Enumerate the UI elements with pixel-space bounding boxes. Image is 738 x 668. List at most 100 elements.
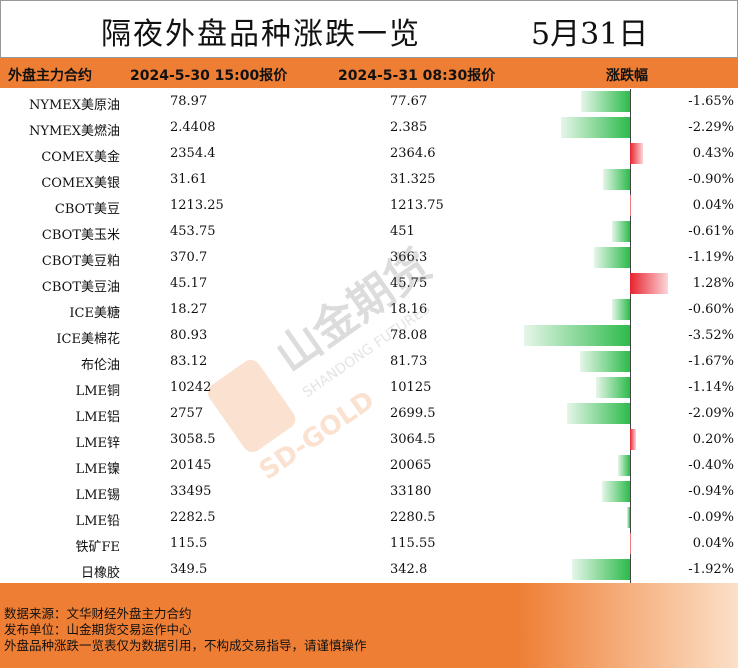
change-label: 0.43% <box>692 146 734 161</box>
change-bar <box>611 221 630 242</box>
change-bar <box>630 195 632 216</box>
change-label: -2.29% <box>688 120 734 135</box>
contract-name: 日橡胶 <box>80 566 120 581</box>
contract-name: LME铜 <box>75 384 120 399</box>
table-row: LME铅 2282.5 2280.5 -0.09% <box>0 505 738 531</box>
contract-name: CBOT美玉米 <box>41 228 120 243</box>
prev-quote: 80.93 <box>170 328 208 343</box>
footer: 数据来源：文华财经外盘主力合约 发布单位：山金期货交易运作中心 外盘品种涨跌一览… <box>0 583 738 668</box>
footer-publisher: 发布单位：山金期货交易运作中心 <box>4 622 192 637</box>
contract-name: NYMEX美原油 <box>28 98 120 113</box>
prev-quote: 3058.5 <box>170 432 216 447</box>
table-row: LME铜 10242 10125 -1.14% <box>0 375 738 401</box>
change-label: -0.61% <box>688 224 734 239</box>
table-row: ICE美棉花 80.93 78.08 -3.52% <box>0 323 738 349</box>
cur-quote: 2699.5 <box>390 406 436 421</box>
table-row: CBOT美豆油 45.17 45.75 1.28% <box>0 271 738 297</box>
change-bar <box>627 507 630 528</box>
change-label: -0.94% <box>688 484 734 499</box>
change-bar <box>630 273 669 294</box>
table-row: 铁矿FE 115.5 115.55 0.04% <box>0 531 738 557</box>
change-bar <box>572 559 630 580</box>
header-prev-quote: 2024-5-30 15:00报价 <box>130 68 288 84</box>
change-label: -3.52% <box>688 328 734 343</box>
prev-quote: 1213.25 <box>170 198 224 213</box>
change-bar <box>630 533 632 554</box>
change-label: 0.04% <box>692 198 734 213</box>
contract-name: LME锌 <box>75 436 120 451</box>
change-bar <box>595 377 630 398</box>
header-contract: 外盘主力合约 <box>8 68 92 84</box>
footer-disclaimer: 外盘品种涨跌一览表仅为数据引用，不构成交易指导，请谨慎操作 <box>4 638 367 653</box>
title-bar: 隔夜外盘品种涨跌一览 5月31日 <box>0 0 738 58</box>
table-body: NYMEX美原油 78.97 77.67 -1.65% NYMEX美燃油 2.4408 2.… <box>0 89 738 583</box>
footer-source: 数据来源：文华财经外盘主力合约 <box>4 606 192 621</box>
prev-quote: 2.4408 <box>170 120 216 135</box>
change-bar <box>603 169 630 190</box>
table-row: 日橡胶 349.5 342.8 -1.92% <box>0 557 738 583</box>
cur-quote: 115.55 <box>390 536 436 551</box>
change-label: -0.60% <box>688 302 734 317</box>
contract-name: LME锡 <box>75 488 120 503</box>
contract-name: ICE美糖 <box>69 306 120 321</box>
prev-quote: 78.97 <box>170 94 208 109</box>
change-bar <box>579 351 630 372</box>
report-date: 5月31日 <box>531 17 649 52</box>
contract-name: COMEX美金 <box>41 150 120 165</box>
cur-quote: 366.3 <box>390 250 428 265</box>
prev-quote: 2757 <box>170 406 204 421</box>
prev-quote: 83.12 <box>170 354 208 369</box>
change-label: -1.19% <box>688 250 734 265</box>
change-label: -1.92% <box>688 562 734 577</box>
cur-quote: 3064.5 <box>390 432 436 447</box>
prev-quote: 453.75 <box>170 224 216 239</box>
prev-quote: 20145 <box>170 458 212 473</box>
contract-name: LME铝 <box>75 410 120 425</box>
table-row: LME铝 2757 2699.5 -2.09% <box>0 401 738 427</box>
header-change: 涨跌幅 <box>606 68 648 84</box>
change-label: -0.90% <box>688 172 734 187</box>
cur-quote: 77.67 <box>390 94 428 109</box>
prev-quote: 2354.4 <box>170 146 216 161</box>
contract-name: COMEX美银 <box>41 176 120 191</box>
contract-name: CBOT美豆油 <box>41 280 120 295</box>
change-label: 0.04% <box>692 536 734 551</box>
change-bar <box>567 403 630 424</box>
prev-quote: 370.7 <box>170 250 208 265</box>
change-bar <box>630 143 643 164</box>
cur-quote: 31.325 <box>390 172 436 187</box>
page-title: 隔夜外盘品种涨跌一览 <box>101 17 421 52</box>
contract-name: LME镍 <box>75 462 120 477</box>
change-label: 1.28% <box>692 276 734 291</box>
table-row: CBOT美豆 1213.25 1213.75 0.04% <box>0 193 738 219</box>
contract-name: ICE美棉花 <box>56 332 120 347</box>
change-label: -0.40% <box>688 458 734 473</box>
cur-quote: 342.8 <box>390 562 428 577</box>
change-bar <box>524 325 630 346</box>
cur-quote: 33180 <box>390 484 432 499</box>
table-header: 外盘主力合约 2024-5-30 15:00报价 2024-5-31 08:30… <box>0 58 738 88</box>
change-label: -2.09% <box>688 406 734 421</box>
header-cur-quote: 2024-5-31 08:30报价 <box>338 68 496 84</box>
table-row: CBOT美豆粕 370.7 366.3 -1.19% <box>0 245 738 271</box>
table-row: COMEX美银 31.61 31.325 -0.90% <box>0 167 738 193</box>
change-label: -1.65% <box>688 94 734 109</box>
cur-quote: 1213.75 <box>390 198 444 213</box>
table-row: LME锌 3058.5 3064.5 0.20% <box>0 427 738 453</box>
cur-quote: 78.08 <box>390 328 428 343</box>
prev-quote: 33495 <box>170 484 212 499</box>
prev-quote: 18.27 <box>170 302 208 317</box>
change-bar <box>618 455 630 476</box>
change-label: 0.20% <box>692 432 734 447</box>
cur-quote: 10125 <box>390 380 432 395</box>
change-label: -0.09% <box>688 510 734 525</box>
cur-quote: 81.73 <box>390 354 428 369</box>
table-row: 布伦油 83.12 81.73 -1.67% <box>0 349 738 375</box>
prev-quote: 31.61 <box>170 172 208 187</box>
cur-quote: 451 <box>390 224 415 239</box>
change-label: -1.14% <box>688 380 734 395</box>
prev-quote: 10242 <box>170 380 212 395</box>
change-label: -1.67% <box>688 354 734 369</box>
change-bar <box>594 247 630 268</box>
cur-quote: 18.16 <box>390 302 428 317</box>
